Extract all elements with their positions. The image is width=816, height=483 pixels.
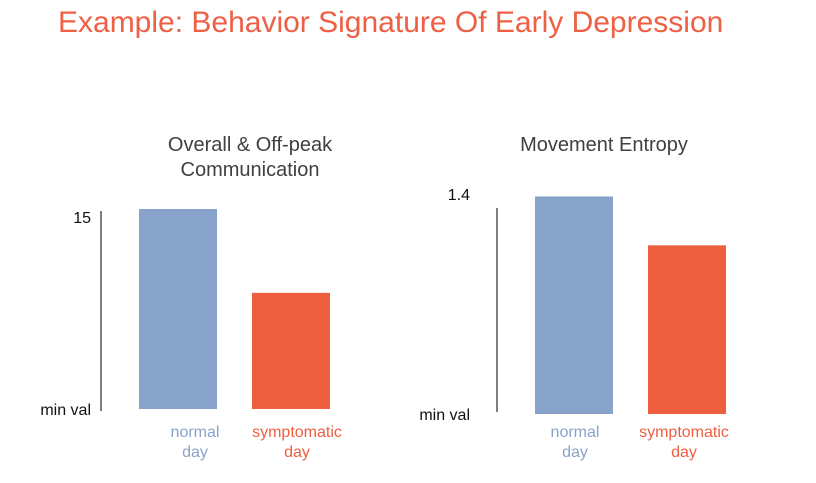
chart-1-category-label-1-line-2: day bbox=[182, 444, 208, 461]
chart-1-title-line-2: Communication bbox=[180, 159, 320, 181]
chart-1-category-label-2-line-2: day bbox=[284, 444, 310, 461]
chart-2-y-tick-label-2: min val bbox=[419, 407, 470, 424]
chart-1-bar-2 bbox=[252, 292, 330, 409]
chart-2-title: Movement Entropy bbox=[454, 133, 754, 158]
chart-2-bar-1 bbox=[535, 196, 613, 414]
chart-2-category-label-2-line-1: symptomatic bbox=[639, 424, 729, 441]
chart-2-title-line-1: Movement Entropy bbox=[520, 134, 688, 156]
chart-1-y-tick-label-1: 15 bbox=[73, 210, 91, 227]
chart-1-y-tick-label-2: min val bbox=[40, 402, 91, 419]
chart-2-category-label-2-line-2: day bbox=[671, 444, 697, 461]
chart-1-title: Overall & Off-peak Communication bbox=[100, 133, 400, 183]
chart-1-bar-1 bbox=[139, 209, 217, 409]
chart-1-category-label-2-line-1: symptomatic bbox=[252, 424, 342, 441]
chart-1-category-label-1-line-1: normal bbox=[171, 424, 220, 441]
chart-2-bar-2 bbox=[648, 245, 726, 414]
chart-2-y-tick-label-1: 1.4 bbox=[448, 187, 470, 204]
chart-2-category-label-1-line-2: day bbox=[562, 444, 588, 461]
chart-1-title-line-1: Overall & Off-peak bbox=[167, 134, 333, 156]
page-title: Example: Behavior Signature Of Early Dep… bbox=[58, 6, 724, 39]
chart-2-category-label-1-line-1: normal bbox=[551, 424, 600, 441]
